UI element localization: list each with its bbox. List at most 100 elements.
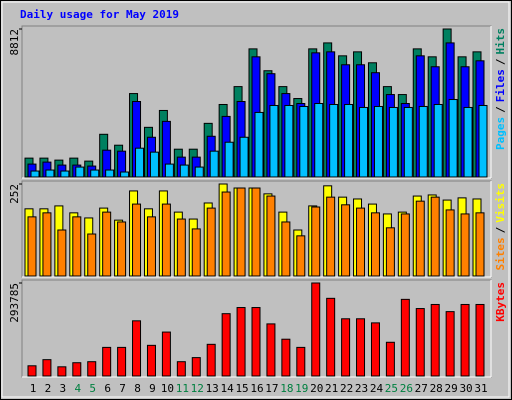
bar	[191, 357, 201, 377]
x-tick-label: 8	[134, 382, 141, 395]
x-tick-label: 17	[265, 382, 278, 395]
bar	[281, 338, 291, 377]
bar	[445, 209, 455, 277]
bar	[341, 318, 351, 377]
bar	[356, 318, 366, 377]
bar	[27, 216, 37, 277]
bar	[72, 216, 82, 277]
x-tick-label: 18	[280, 382, 293, 395]
legend: KBytes	[494, 282, 507, 322]
bar	[418, 105, 428, 178]
x-tick-label: 3	[60, 382, 67, 395]
x-tick-label: 27	[415, 382, 428, 395]
bar	[236, 187, 246, 277]
bar	[478, 104, 488, 178]
bar	[314, 103, 324, 178]
bar	[30, 170, 40, 178]
x-tick-label: 10	[161, 382, 174, 395]
bar	[448, 99, 458, 178]
x-tick-label: 29	[445, 382, 458, 395]
bar	[42, 212, 52, 277]
bar	[132, 203, 142, 277]
legend-entry: KBytes	[494, 282, 507, 322]
bar	[341, 204, 351, 277]
bar	[87, 233, 97, 277]
bar	[329, 103, 339, 178]
bar	[176, 218, 186, 277]
bar	[105, 169, 115, 178]
y-tick-label: 293785	[8, 283, 21, 323]
bar	[359, 106, 369, 178]
bar	[254, 111, 264, 178]
bar	[445, 311, 455, 377]
bar	[344, 103, 354, 178]
bar	[326, 196, 336, 277]
chart-title: Daily usage for May 2019	[20, 8, 179, 21]
bar	[460, 213, 470, 277]
bar	[251, 307, 261, 377]
bar	[296, 346, 306, 377]
bar	[326, 297, 336, 377]
x-tick-label: 13	[206, 382, 219, 395]
x-tick-label: 5	[89, 382, 96, 395]
x-tick-label: 25	[385, 382, 398, 395]
bar	[57, 366, 67, 377]
bar	[373, 105, 383, 178]
bar	[102, 346, 112, 377]
bar	[117, 221, 127, 277]
x-tick-label: 28	[430, 382, 443, 395]
bar	[475, 212, 485, 277]
bar	[388, 106, 398, 178]
bar	[281, 221, 291, 277]
x-tick-label: 1	[30, 382, 37, 395]
bar	[251, 187, 261, 277]
bar	[42, 359, 52, 377]
bar	[400, 298, 410, 377]
bar	[415, 308, 425, 377]
bar	[149, 151, 159, 178]
bar	[206, 207, 216, 277]
bar	[176, 361, 186, 377]
bar	[415, 200, 425, 277]
legend-entry: Visits	[494, 183, 507, 223]
bar	[239, 136, 249, 178]
bar	[269, 104, 279, 178]
x-tick-label: 2	[45, 382, 52, 395]
bar	[266, 195, 276, 277]
x-tick-label: 6	[104, 382, 111, 395]
bar	[370, 322, 380, 377]
bar	[403, 106, 413, 178]
bar	[475, 303, 485, 377]
legend: Pages / Files / Hits	[494, 28, 507, 150]
bar	[117, 346, 127, 377]
x-tick-label: 7	[119, 382, 126, 395]
x-tick-label: 4	[74, 382, 81, 395]
y-tick-label: 8812	[8, 29, 21, 56]
bar	[311, 206, 321, 277]
bar	[221, 313, 231, 377]
bar	[460, 303, 470, 377]
x-tick-label: 15	[235, 382, 248, 395]
bar	[206, 343, 216, 377]
legend-entry: Pages	[494, 117, 507, 150]
bar	[72, 362, 82, 377]
x-tick-label: 24	[370, 382, 384, 395]
bar	[463, 106, 473, 178]
bar	[311, 282, 321, 377]
x-tick-label: 22	[340, 382, 353, 395]
legend: Sites / Visits	[494, 183, 507, 271]
bar	[221, 191, 231, 277]
bar	[132, 320, 142, 377]
y-tick-label: 252	[8, 184, 21, 204]
legend-entry: Hits	[494, 28, 507, 55]
x-tick-label: 19	[295, 382, 308, 395]
x-tick-label: 12	[191, 382, 204, 395]
legend-separator: /	[494, 106, 507, 113]
bar	[266, 323, 276, 377]
bar	[400, 213, 410, 277]
bar	[75, 166, 85, 178]
bar	[60, 170, 70, 178]
